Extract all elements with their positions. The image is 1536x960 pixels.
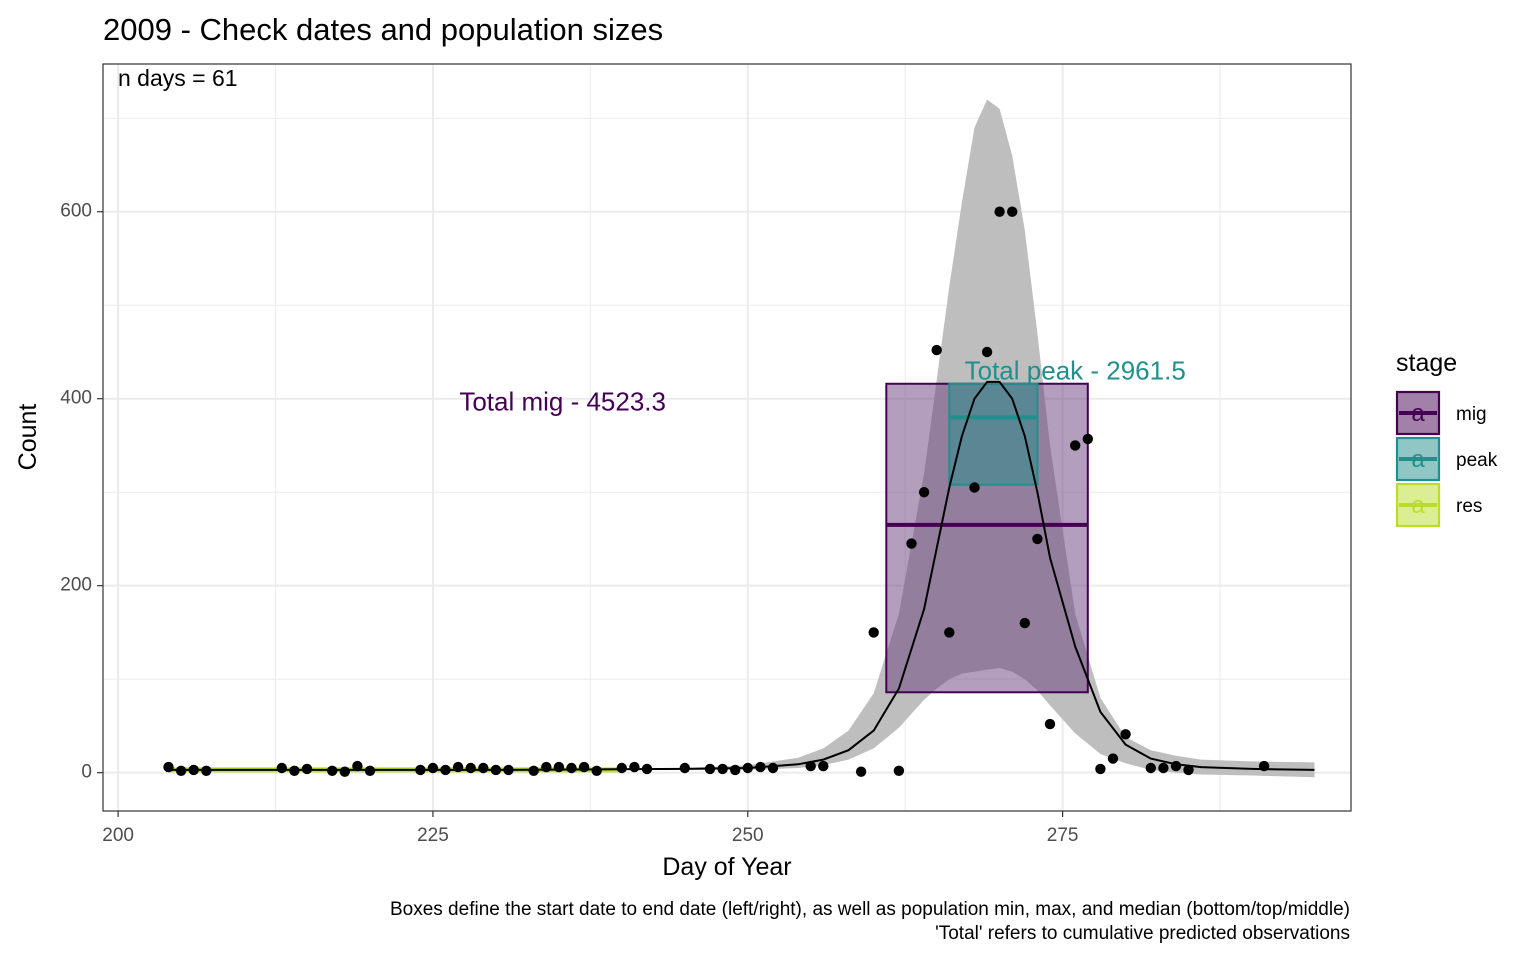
y-tick-label-2: 400 <box>60 388 92 409</box>
data-point-18 <box>503 764 514 776</box>
data-point-30 <box>717 763 728 775</box>
y-axis-title: Count <box>14 404 42 471</box>
data-point-40 <box>906 538 917 549</box>
data-point-10 <box>364 765 376 776</box>
data-point-29 <box>704 763 716 775</box>
data-point-39 <box>893 765 905 776</box>
peak-box <box>948 382 1039 486</box>
data-point-23 <box>578 761 590 773</box>
data-point-32 <box>742 762 753 774</box>
chart-title: 2009 - Check dates and population sizes <box>103 12 663 47</box>
data-point-4 <box>276 762 287 774</box>
data-point-21 <box>553 761 565 773</box>
total-label-1: Total peak - 2961.5 <box>965 355 1186 385</box>
data-point-60 <box>1258 760 1270 772</box>
legend-label-res: res <box>1456 496 1482 517</box>
total-label-0: Total mig - 4523.3 <box>459 386 666 416</box>
data-point-34 <box>767 762 779 774</box>
data-point-17 <box>490 764 502 776</box>
data-point-15 <box>465 762 476 774</box>
grid-minor <box>103 64 1351 811</box>
data-point-37 <box>855 766 867 777</box>
data-point-22 <box>566 762 577 774</box>
n-days-annotation: n days = 61 <box>118 65 238 91</box>
panel-background <box>103 64 1351 811</box>
legend-item-mig: amig <box>1395 390 1487 436</box>
y-tick-label-0: 0 <box>81 762 92 783</box>
x-axis: 200 225 250 275 <box>102 811 1078 846</box>
y-axis: 0 200 400 600 <box>60 201 103 783</box>
data-point-25 <box>616 762 627 774</box>
data-point-24 <box>591 765 602 776</box>
y-tick-label-1: 200 <box>60 575 92 596</box>
data-point-54 <box>1107 753 1119 764</box>
x-tick-label-3: 275 <box>1047 825 1079 846</box>
data-point-38 <box>868 627 879 638</box>
data-point-13 <box>440 764 451 776</box>
data-point-3 <box>201 765 212 776</box>
plot-panel: Total mig - 4523.3 Total peak - 2961.5 n … <box>102 63 1352 812</box>
data-point-52 <box>1082 433 1094 445</box>
data-point-57 <box>1158 762 1169 774</box>
x-axis-title: Day of Year <box>662 853 791 881</box>
data-point-44 <box>969 482 980 493</box>
data-point-49 <box>1032 533 1043 545</box>
data-point-20 <box>541 761 552 773</box>
x-tick-label-2: 250 <box>732 825 764 846</box>
data-point-46 <box>994 206 1005 217</box>
data-point-26 <box>629 761 640 773</box>
data-point-45 <box>981 346 993 358</box>
data-point-28 <box>679 762 690 774</box>
data-point-41 <box>918 487 930 498</box>
data-point-53 <box>1095 763 1106 775</box>
data-point-55 <box>1120 729 1131 740</box>
legend-label-peak: peak <box>1456 450 1498 471</box>
data-point-1 <box>175 765 187 776</box>
data-point-19 <box>528 765 539 776</box>
data-point-14 <box>452 761 464 773</box>
y-tick-label-3: 600 <box>60 201 92 222</box>
data-point-16 <box>478 762 489 774</box>
x-tick-label-1: 225 <box>417 825 449 846</box>
data-point-33 <box>755 761 766 773</box>
data-point-5 <box>289 765 300 776</box>
data-point-6 <box>301 763 313 775</box>
data-point-2 <box>188 764 199 776</box>
legend-item-res: ares <box>1395 482 1482 528</box>
x-tick-label-0: 200 <box>102 825 134 846</box>
legend-title: stage <box>1396 349 1457 377</box>
data-point-0 <box>163 761 174 773</box>
data-point-58 <box>1170 760 1182 772</box>
legend: stage amigapeakares <box>1395 349 1498 528</box>
data-point-36 <box>818 760 829 772</box>
data-point-43 <box>944 627 955 638</box>
data-point-9 <box>352 760 363 772</box>
data-point-42 <box>931 344 942 356</box>
data-point-48 <box>1019 617 1030 629</box>
data-point-8 <box>339 766 350 777</box>
data-point-59 <box>1183 764 1194 776</box>
data-point-27 <box>641 763 653 775</box>
data-point-50 <box>1044 718 1056 730</box>
data-point-47 <box>1007 206 1018 217</box>
caption-line-1: Boxes define the start date to end date … <box>390 899 1350 920</box>
data-point-51 <box>1070 440 1081 451</box>
legend-item-peak: apeak <box>1395 436 1498 482</box>
data-point-11 <box>415 764 426 776</box>
data-point-35 <box>805 760 816 772</box>
data-point-31 <box>730 764 741 776</box>
data-point-7 <box>327 765 338 776</box>
total-labels: Total mig - 4523.3 Total peak - 2961.5 <box>459 355 1185 416</box>
grid-major <box>103 64 1351 811</box>
data-point-12 <box>427 762 439 774</box>
panel-border <box>102 63 1352 812</box>
legend-label-mig: mig <box>1456 404 1487 425</box>
observation-points <box>163 206 1270 777</box>
caption-line-2: 'Total' refers to cumulative predicted o… <box>935 923 1350 944</box>
legend-keys: amigapeakares <box>1395 390 1498 528</box>
stage-boxes <box>885 382 1089 694</box>
data-point-56 <box>1145 762 1157 774</box>
